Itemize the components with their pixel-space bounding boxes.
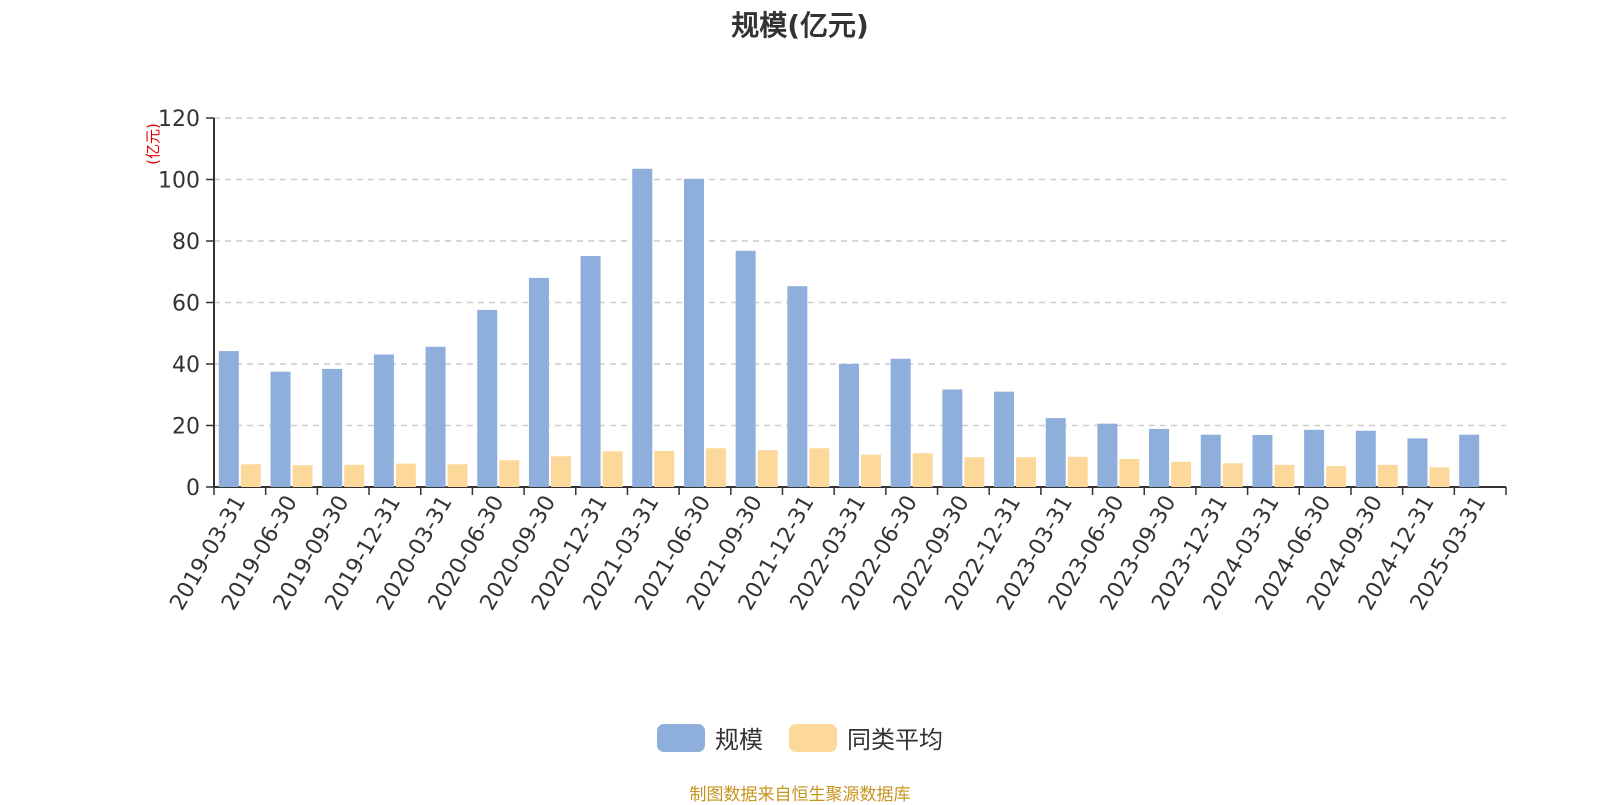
bar-scale	[1045, 418, 1066, 487]
bar-scale	[1097, 423, 1118, 487]
bar-scale	[994, 391, 1015, 487]
bar-peer-average	[1274, 464, 1295, 487]
bar-chart: 020406080100120(亿元)2019-03-312019-06-302…	[144, 107, 1507, 615]
bar-peer-average	[240, 464, 261, 487]
bar-peer-average	[809, 448, 830, 487]
bar-peer-average	[344, 464, 365, 487]
bar-peer-average	[757, 450, 778, 487]
bar-scale	[528, 277, 549, 487]
legend-item-peer-average[interactable]: 同类平均	[789, 720, 943, 755]
bar-scale	[580, 256, 601, 487]
bar-peer-average	[1429, 467, 1450, 487]
legend: 规模 同类平均	[0, 720, 1600, 755]
bar-peer-average	[1377, 464, 1398, 487]
y-tick-label: 100	[158, 169, 200, 194]
bar-scale	[373, 354, 394, 487]
y-tick-label: 40	[172, 353, 200, 378]
bar-peer-average	[499, 460, 520, 487]
bar-scale	[787, 286, 808, 487]
bar-scale	[1149, 428, 1170, 487]
bar-scale	[683, 178, 704, 487]
bar-scale	[1459, 434, 1480, 487]
bar-peer-average	[395, 463, 416, 487]
legend-swatch-scale	[657, 723, 705, 752]
y-axis-label: (亿元)	[144, 123, 162, 165]
bar-scale	[322, 368, 343, 487]
bar-peer-average	[1119, 459, 1140, 487]
source-note: 制图数据来自恒生聚源数据库	[689, 785, 911, 805]
chart-title: 规模(亿元)	[731, 9, 869, 42]
bar-peer-average	[705, 448, 726, 487]
y-tick-label: 80	[172, 230, 200, 255]
bar-peer-average	[1222, 463, 1243, 487]
legend-label-peer-average: 同类平均	[847, 726, 943, 754]
bar-scale	[1200, 434, 1221, 487]
legend-item-scale[interactable]: 规模	[657, 720, 763, 755]
bar-peer-average	[861, 454, 881, 487]
bar-peer-average	[602, 451, 623, 487]
y-tick-label: 60	[172, 292, 200, 317]
bar-peer-average	[447, 464, 468, 487]
bar-scale	[1304, 429, 1325, 487]
bar-peer-average	[550, 456, 571, 487]
bar-scale	[839, 364, 859, 487]
bar-peer-average	[1016, 457, 1037, 487]
bar-scale	[425, 346, 446, 487]
bar-peer-average	[964, 457, 985, 487]
bar-peer-average	[1326, 466, 1347, 487]
bar-scale	[477, 309, 498, 487]
legend-label-scale: 规模	[715, 726, 763, 754]
bar-peer-average	[292, 465, 313, 487]
bar-scale	[735, 250, 756, 487]
bar-scale	[218, 351, 239, 487]
bar-scale	[270, 371, 291, 487]
bar-scale	[890, 358, 911, 487]
bar-scale	[632, 168, 653, 488]
y-tick-label: 0	[186, 476, 200, 501]
bar-scale	[1407, 438, 1428, 487]
bar-peer-average	[654, 451, 675, 487]
bar-peer-average	[1171, 461, 1192, 487]
bar-scale	[1355, 430, 1376, 487]
legend-swatch-peer-average	[789, 723, 837, 752]
bar-peer-average	[1067, 456, 1088, 487]
bar-peer-average	[912, 453, 933, 487]
bar-scale	[1252, 435, 1273, 487]
bar-scale	[942, 389, 963, 487]
y-tick-label: 20	[172, 415, 200, 440]
y-tick-label: 120	[158, 107, 200, 132]
